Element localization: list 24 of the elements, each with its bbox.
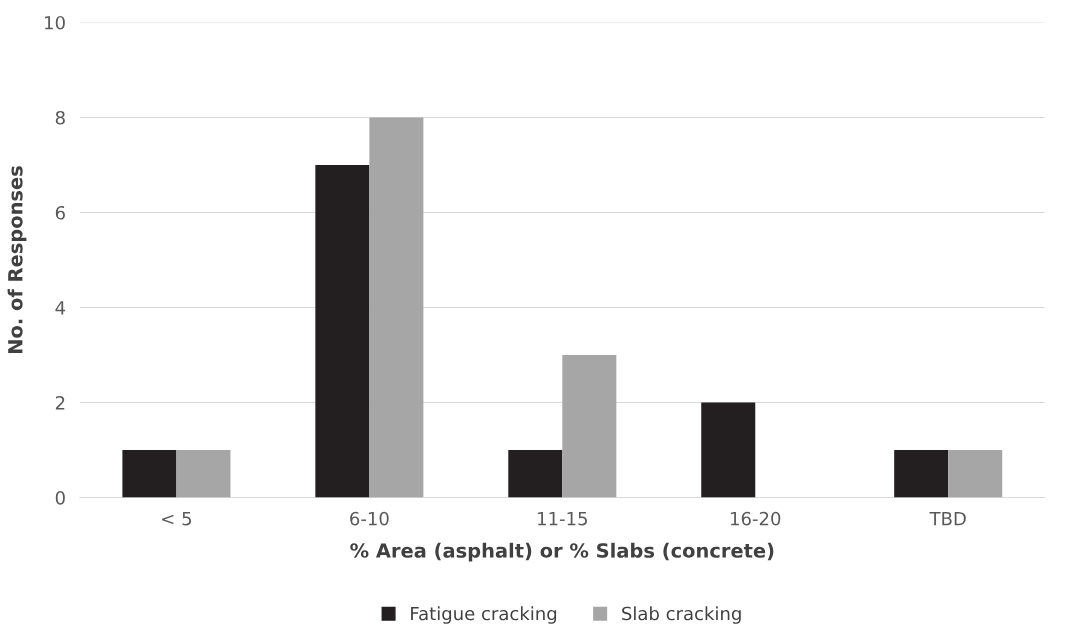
y-tick-label: 6 (55, 205, 65, 220)
y-tick-label: 8 (55, 110, 65, 125)
x-tick-label: < 5 (162, 511, 192, 526)
bar (948, 450, 1003, 498)
bar (701, 402, 756, 498)
legend-label: Slab cracking (622, 606, 741, 624)
x-tick-label: 6-10 (350, 511, 389, 526)
bar (562, 355, 617, 498)
y-tick-label: 2 (55, 395, 65, 410)
y-axis-title: No. of Responses (7, 166, 27, 353)
bar (894, 450, 949, 498)
bar (176, 450, 231, 498)
bar (508, 450, 563, 498)
y-tick-label: 0 (55, 491, 65, 505)
bar (315, 164, 370, 498)
x-tick-label: TBD (929, 511, 966, 526)
x-tick-label: 11-15 (538, 511, 587, 526)
legend-label: Fatigue cracking (411, 606, 557, 624)
bar (122, 450, 177, 498)
bar (369, 117, 424, 498)
x-axis-title: % Area (asphalt) or % Slabs (concrete) (350, 542, 774, 562)
y-tick-label: 10 (45, 15, 65, 30)
x-tick-label: 16-20 (731, 511, 781, 526)
y-tick-label: 4 (55, 301, 66, 315)
